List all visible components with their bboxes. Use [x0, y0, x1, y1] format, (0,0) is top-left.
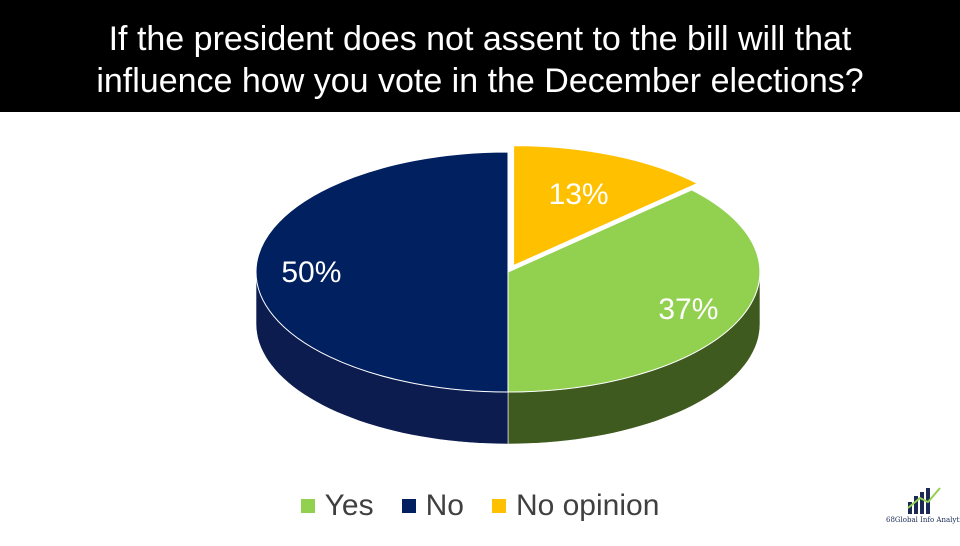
logo-text: Global Info Analytics: [894, 516, 960, 524]
pie-chart: 13% 37% 50%: [255, 145, 761, 445]
title-bar: If the president does not assent to the …: [0, 0, 960, 112]
chart-legend: Yes No No opinion: [0, 484, 960, 528]
legend-label-no-opinion: No opinion: [515, 489, 660, 522]
page-number: 68: [886, 516, 895, 524]
pie-slice-no: [255, 151, 509, 393]
logo-wordmark: 68Global Info Analytics: [886, 516, 960, 524]
legend-label-yes: Yes: [324, 489, 374, 522]
legend-swatch-no-opinion: [491, 499, 506, 513]
pie-slice-no-opinion: [513, 145, 699, 267]
legend-swatch-yes: [300, 499, 315, 513]
chart-title-line-1: If the president does not assent to the …: [108, 20, 852, 58]
legend-label-no: No: [425, 489, 464, 522]
legend-item-yes: Yes: [300, 489, 374, 523]
chart-title-line-2: influence how you vote in the December e…: [96, 62, 864, 100]
company-logo: 68Global Info Analytics: [886, 486, 960, 534]
data-label-no: 50%: [281, 256, 341, 289]
legend-swatch-no: [401, 499, 416, 513]
legend-item-no-opinion: No opinion: [491, 489, 660, 523]
legend-item-no: No: [401, 489, 464, 523]
data-label-yes: 37%: [658, 293, 718, 326]
data-label-no-opinion: 13%: [549, 178, 609, 211]
logo-bars-icon: [907, 487, 941, 514]
pie-slice-yes: [507, 189, 761, 393]
